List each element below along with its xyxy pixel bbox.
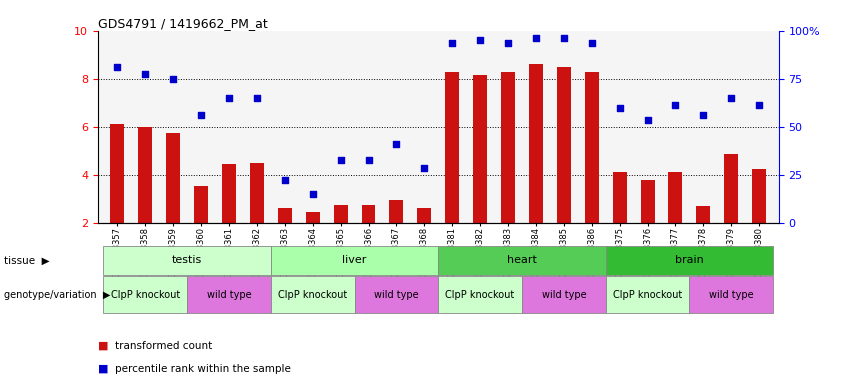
- Bar: [271, 276, 355, 313]
- Bar: [111, 124, 124, 223]
- Text: ■: ■: [98, 364, 111, 374]
- Point: [696, 112, 710, 118]
- Bar: [277, 208, 292, 223]
- Bar: [641, 180, 654, 223]
- Bar: [522, 276, 606, 313]
- Point: [334, 157, 347, 164]
- Text: ClpP knockout: ClpP knockout: [445, 290, 515, 300]
- Bar: [355, 276, 438, 313]
- Bar: [501, 71, 515, 223]
- Bar: [166, 133, 180, 223]
- Point: [167, 76, 180, 82]
- Bar: [606, 276, 689, 313]
- Bar: [445, 71, 460, 223]
- Point: [752, 102, 766, 108]
- Point: [278, 177, 292, 183]
- Bar: [473, 75, 487, 223]
- Bar: [390, 200, 403, 223]
- Text: genotype/variation  ▶: genotype/variation ▶: [4, 290, 111, 300]
- Bar: [222, 164, 236, 223]
- Text: testis: testis: [172, 255, 203, 265]
- Point: [390, 141, 403, 147]
- Bar: [529, 65, 543, 223]
- Bar: [668, 172, 683, 223]
- Bar: [606, 246, 773, 275]
- Bar: [194, 185, 208, 223]
- Point: [641, 116, 654, 122]
- Point: [724, 95, 738, 101]
- Bar: [613, 172, 626, 223]
- Text: wild type: wild type: [709, 290, 753, 300]
- Point: [557, 35, 571, 41]
- Text: ClpP knockout: ClpP knockout: [278, 290, 347, 300]
- Bar: [334, 205, 347, 223]
- Point: [669, 102, 683, 108]
- Bar: [271, 246, 438, 275]
- Bar: [438, 276, 522, 313]
- Point: [250, 95, 264, 101]
- Point: [194, 112, 208, 118]
- Bar: [696, 206, 711, 223]
- Bar: [417, 208, 431, 223]
- Text: transformed count: transformed count: [115, 341, 212, 351]
- Point: [139, 71, 152, 77]
- Bar: [689, 276, 773, 313]
- Bar: [438, 246, 606, 275]
- Text: wild type: wild type: [207, 290, 251, 300]
- Bar: [250, 163, 264, 223]
- Point: [613, 104, 626, 111]
- Text: heart: heart: [507, 255, 537, 265]
- Bar: [104, 276, 187, 313]
- Bar: [306, 212, 320, 223]
- Bar: [557, 67, 571, 223]
- Point: [473, 37, 487, 43]
- Bar: [752, 169, 766, 223]
- Bar: [187, 276, 271, 313]
- Point: [501, 40, 515, 46]
- Text: ClpP knockout: ClpP knockout: [613, 290, 683, 300]
- Text: liver: liver: [342, 255, 367, 265]
- Text: wild type: wild type: [374, 290, 419, 300]
- Text: percentile rank within the sample: percentile rank within the sample: [115, 364, 291, 374]
- Bar: [724, 154, 738, 223]
- Point: [222, 95, 236, 101]
- Text: wild type: wild type: [541, 290, 586, 300]
- Point: [306, 191, 319, 197]
- Bar: [362, 205, 375, 223]
- Point: [111, 64, 124, 70]
- Point: [529, 35, 543, 41]
- Text: brain: brain: [675, 255, 704, 265]
- Point: [418, 164, 431, 170]
- Bar: [104, 246, 271, 275]
- Point: [585, 40, 598, 46]
- Point: [445, 40, 459, 46]
- Point: [362, 157, 375, 164]
- Text: tissue  ▶: tissue ▶: [4, 255, 50, 265]
- Text: ClpP knockout: ClpP knockout: [111, 290, 180, 300]
- Text: GDS4791 / 1419662_PM_at: GDS4791 / 1419662_PM_at: [98, 17, 267, 30]
- Bar: [585, 71, 599, 223]
- Text: ■: ■: [98, 341, 111, 351]
- Bar: [139, 127, 152, 223]
